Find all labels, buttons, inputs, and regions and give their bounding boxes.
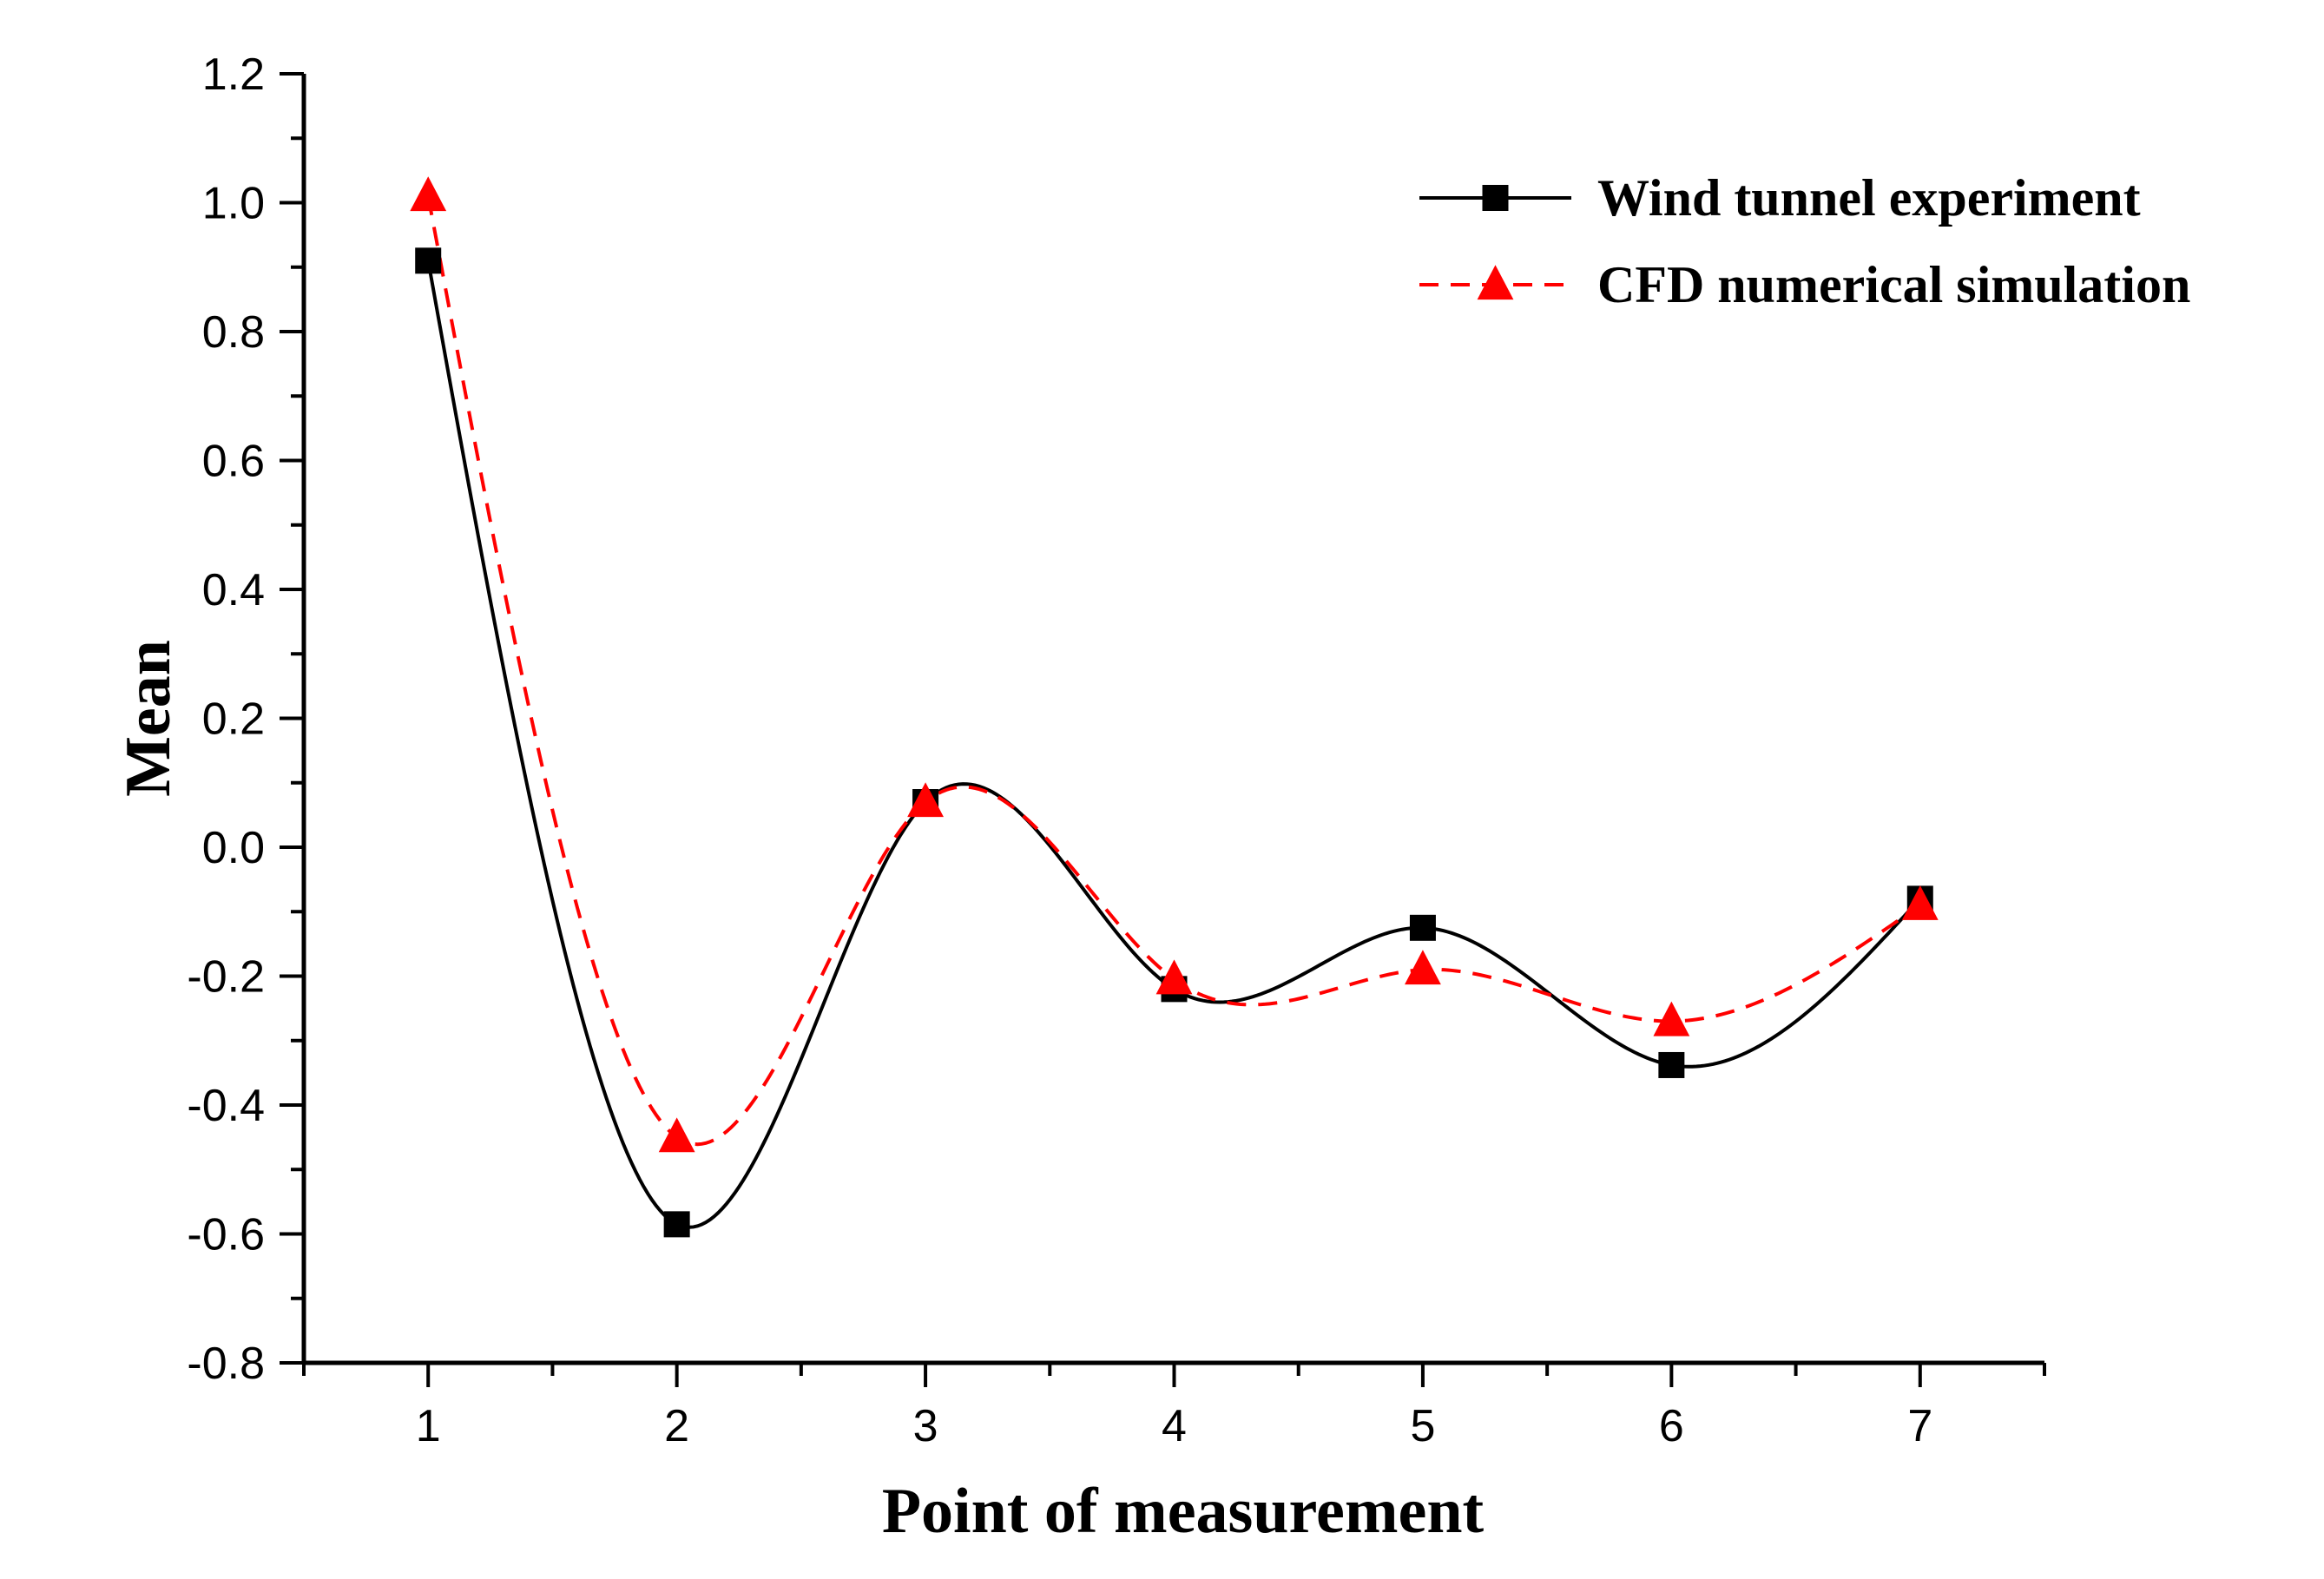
legend-label-1: Wind tunnel experiment — [1597, 169, 2141, 227]
series-1-marker — [1658, 1051, 1685, 1078]
y-tick-label: 0.2 — [202, 694, 265, 745]
series-2-marker — [907, 782, 944, 818]
series-2-marker — [1901, 885, 1939, 920]
y-tick-label: 1.0 — [202, 179, 265, 229]
legend-marker-triangle — [1477, 265, 1514, 300]
y-tick-label: -0.4 — [187, 1081, 265, 1131]
y-tick-label: 0.4 — [202, 565, 265, 615]
series-line-2 — [426, 195, 1921, 1147]
x-tick-label: 2 — [664, 1401, 689, 1451]
y-tick-label: -0.2 — [187, 952, 265, 1003]
y-tick-label: 0.0 — [202, 823, 265, 873]
series-2-marker — [1405, 950, 1441, 985]
series-layer — [410, 176, 1939, 1238]
series-2-marker — [658, 1117, 695, 1153]
y-tick-label: 0.6 — [202, 437, 265, 487]
y-tick-label: -0.8 — [187, 1339, 265, 1389]
series-2-marker — [410, 176, 447, 212]
y-axis-title: Mean — [113, 640, 184, 797]
series-2-marker — [1155, 959, 1193, 995]
series-1-marker — [663, 1211, 690, 1238]
axes: -0.8 -0.6 -0.4 -0.2 0.0 0.2 0.4 0.6 0.8 1.0 1.2 1 2 3… — [187, 49, 2046, 1451]
x-axis-title: Point of measurement — [882, 1476, 1485, 1547]
series-1-marker — [1409, 914, 1436, 941]
y-tick-label: 0.8 — [202, 307, 265, 358]
legend: Wind tunnel experiment CFD numerical simu… — [1419, 169, 2190, 313]
y-tick-label: -0.6 — [187, 1210, 265, 1260]
x-tick-label: 5 — [1410, 1401, 1435, 1451]
x-tick-label: 7 — [1907, 1401, 1932, 1451]
x-tick-label: 3 — [913, 1401, 938, 1451]
series-line-1 — [426, 260, 1922, 1229]
x-tick-label: 4 — [1162, 1401, 1187, 1451]
legend-marker-square — [1482, 185, 1509, 211]
series-1-marker — [415, 247, 442, 274]
y-tick-label: 1.2 — [202, 49, 265, 100]
x-tick-label: 1 — [416, 1401, 441, 1451]
legend-label-2: CFD numerical simulation — [1597, 256, 2190, 313]
series-2-marker — [1653, 1001, 1690, 1036]
x-tick-label: 6 — [1659, 1401, 1684, 1451]
